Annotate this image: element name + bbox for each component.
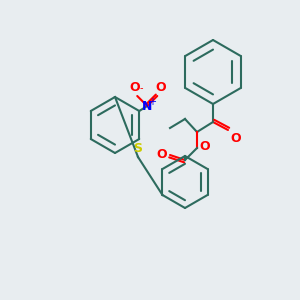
Text: -: - [140, 83, 143, 93]
Text: O: O [129, 81, 140, 94]
Text: O: O [199, 140, 210, 154]
Text: N: N [142, 100, 152, 112]
Text: O: O [155, 81, 166, 94]
Text: O: O [156, 148, 167, 160]
Text: S: S [134, 142, 142, 155]
Text: +: + [148, 97, 156, 107]
Text: O: O [230, 132, 241, 145]
